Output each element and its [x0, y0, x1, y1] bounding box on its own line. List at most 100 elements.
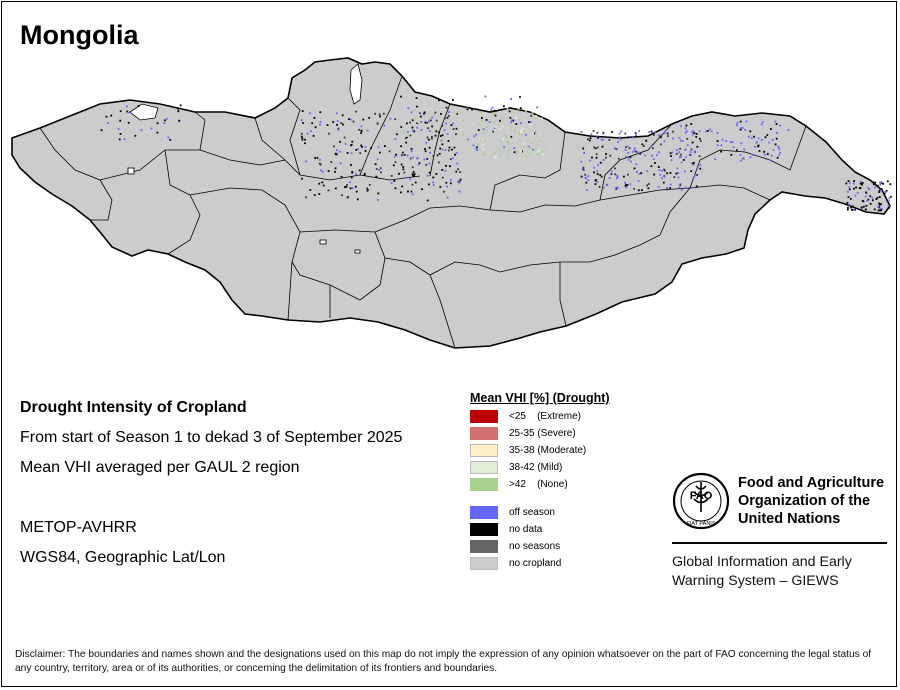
- cropland-pixel: [426, 122, 429, 124]
- cropland-pixel: [366, 187, 368, 190]
- cropland-pixel: [691, 162, 694, 165]
- cropland-pixel: [873, 208, 876, 211]
- cropland-pixel: [106, 122, 109, 124]
- cropland-pixel: [364, 150, 367, 152]
- cropland-pixel: [684, 127, 687, 130]
- cropland-pixel: [850, 205, 852, 208]
- cropland-pixel: [515, 123, 518, 125]
- cropland-pixel: [445, 106, 448, 109]
- cropland-pixel: [494, 156, 496, 159]
- cropland-pixel: [608, 177, 611, 179]
- cropland-pixel: [695, 185, 698, 188]
- cropland-pixel: [412, 156, 414, 159]
- fao-logo-motto: FIAT PANIS: [686, 521, 715, 527]
- cropland-pixel: [450, 124, 453, 126]
- legend-label: 25-35 (Severe): [509, 428, 576, 439]
- cropland-pixel: [375, 168, 378, 170]
- legend-label: 38-42 (Mild): [509, 462, 563, 473]
- cropland-pixel: [752, 154, 754, 156]
- cropland-pixel: [582, 168, 585, 171]
- cropland-pixel: [885, 189, 888, 192]
- cropland-pixel: [671, 151, 674, 154]
- cropland-pixel: [376, 176, 378, 179]
- cropland-pixel: [760, 139, 763, 141]
- cropland-pixel: [624, 185, 627, 187]
- cropland-pixel: [486, 126, 488, 128]
- cropland-pixel: [482, 138, 484, 141]
- cropland-pixel: [378, 113, 381, 116]
- fao-name-line: Organization of the: [738, 493, 871, 509]
- cropland-pixel: [463, 139, 465, 142]
- cropland-pixel: [608, 139, 611, 141]
- cropland-pixel: [407, 107, 410, 109]
- cropland-pixel: [411, 119, 414, 122]
- cropland-pixel: [428, 117, 431, 120]
- cropland-pixel: [537, 153, 540, 155]
- cropland-pixel: [706, 130, 709, 132]
- cropland-pixel: [541, 150, 544, 153]
- cropland-pixel: [350, 144, 352, 147]
- cropland-pixel: [739, 154, 742, 156]
- cropland-pixel: [874, 186, 876, 189]
- legend-swatch: [470, 444, 498, 457]
- cropland-pixel: [536, 106, 538, 109]
- cropland-pixel: [587, 175, 590, 177]
- cropland-pixel: [716, 140, 719, 142]
- cropland-pixel: [525, 134, 527, 136]
- cropland-pixel: [861, 200, 864, 202]
- cropland-pixel: [691, 141, 694, 144]
- cropland-pixel: [684, 148, 687, 151]
- cropland-pixel: [441, 134, 444, 137]
- cropland-pixel: [346, 184, 348, 186]
- cropland-pixel: [319, 123, 321, 126]
- cropland-pixel: [846, 208, 849, 211]
- cropland-pixel: [613, 147, 616, 150]
- cropland-pixel: [848, 186, 851, 188]
- cropland-pixel: [617, 141, 619, 143]
- cropland-pixel: [428, 138, 430, 141]
- cropland-pixel: [366, 188, 369, 191]
- cropland-pixel: [310, 130, 312, 133]
- cropland-pixel: [401, 185, 404, 188]
- cropland-pixel: [406, 154, 409, 157]
- cropland-pixel: [710, 130, 713, 133]
- cropland-pixel: [424, 121, 427, 124]
- cropland-pixel: [321, 170, 324, 173]
- cropland-pixel: [383, 124, 386, 127]
- cropland-pixel: [481, 140, 483, 142]
- cropland-pixel: [685, 124, 688, 127]
- cropland-pixel: [769, 159, 772, 162]
- cropland-pixel: [443, 190, 445, 193]
- cropland-pixel: [309, 112, 311, 115]
- cropland-pixel: [510, 121, 513, 124]
- cropland-pixel: [494, 114, 497, 117]
- cropland-pixel: [333, 145, 335, 148]
- cropland-pixel: [313, 117, 316, 119]
- cropland-pixel: [678, 151, 681, 154]
- cropland-pixel: [494, 126, 497, 128]
- legend-label: >42 (None): [509, 479, 568, 490]
- cropland-pixel: [520, 133, 523, 136]
- cropland-pixel: [409, 178, 412, 181]
- cropland-pixel: [708, 128, 711, 131]
- cropland-pixel: [429, 151, 432, 154]
- cropland-pixel: [690, 170, 693, 173]
- cropland-pixel: [610, 173, 613, 175]
- cropland-pixel: [631, 151, 634, 153]
- cropland-pixel: [119, 110, 122, 113]
- cropland-pixel: [866, 199, 869, 202]
- cropland-pixel: [478, 148, 481, 151]
- cropland-pixel: [402, 130, 405, 133]
- cropland-pixel: [439, 186, 442, 188]
- cropland-pixel: [178, 119, 180, 122]
- cropland-pixel: [319, 163, 322, 166]
- cropland-pixel: [337, 128, 340, 131]
- cropland-pixel: [179, 104, 182, 107]
- cropland-pixel: [764, 153, 766, 156]
- cropland-pixel: [526, 146, 529, 148]
- cropland-pixel: [452, 128, 455, 130]
- cropland-pixel: [680, 188, 683, 191]
- cropland-pixel: [530, 114, 533, 117]
- cropland-pixel: [720, 144, 723, 147]
- cropland-pixel: [590, 133, 593, 136]
